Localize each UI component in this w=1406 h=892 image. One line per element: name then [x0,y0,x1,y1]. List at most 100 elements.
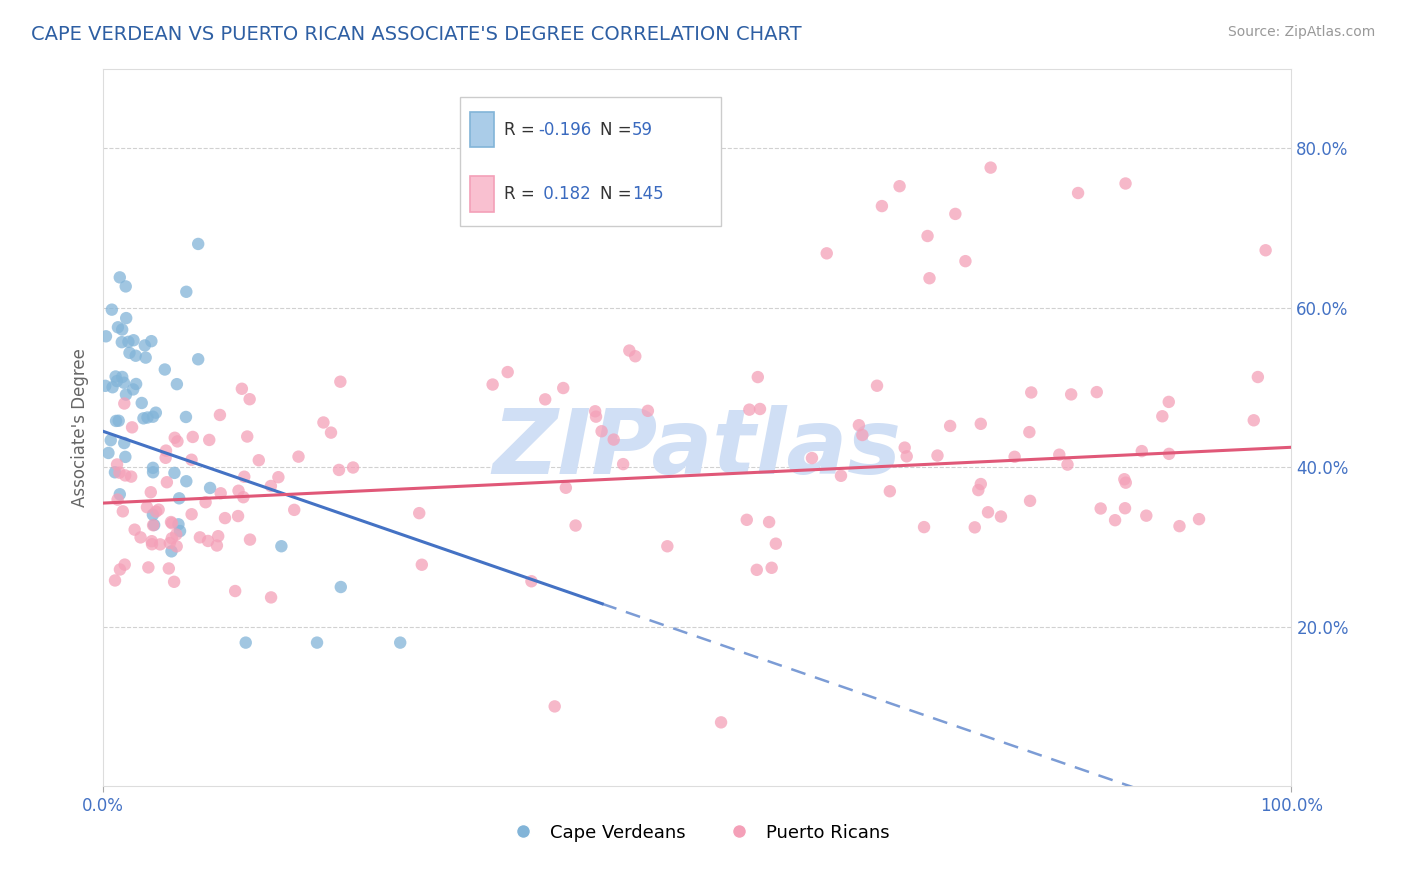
Point [800,451,823,466]
Point [583,404,606,418]
Point [214,511,236,525]
Point [108,466,131,480]
Point [1243,413,1265,427]
Point [1018,425,1040,439]
Point [710,715,733,730]
Point [101,302,124,317]
Point [114,450,136,464]
Point [1135,508,1157,523]
Point [1157,395,1180,409]
Point [131,396,153,410]
Point [893,441,915,455]
Point [389,635,412,649]
Point [761,561,783,575]
Point [870,199,893,213]
Text: -0.196: -0.196 [538,120,591,138]
Point [139,485,162,500]
Point [167,517,190,532]
Point [165,527,187,541]
Point [520,574,543,589]
Point [232,490,254,504]
Point [1168,519,1191,533]
Point [138,560,160,574]
Point [233,469,256,483]
Point [134,338,156,352]
Point [141,534,163,549]
Point [747,370,769,384]
Point [247,453,270,467]
Point [100,434,122,448]
Point [122,383,145,397]
Point [105,374,128,388]
Point [124,349,146,363]
Point [745,563,768,577]
Point [198,481,221,495]
Point [136,500,159,515]
Point [145,406,167,420]
Point [1152,409,1174,424]
Point [155,443,177,458]
Point [166,377,188,392]
Point [205,539,228,553]
Point [970,417,993,431]
Point [735,513,758,527]
Y-axis label: Associate's Degree: Associate's Degree [72,348,89,507]
Point [159,536,181,550]
Legend: Cape Verdeans, Puerto Ricans: Cape Verdeans, Puerto Ricans [498,816,897,849]
Point [239,392,262,407]
Point [624,349,647,363]
Point [260,591,283,605]
Point [585,409,607,424]
Point [912,520,935,534]
Point [319,425,342,440]
Point [602,433,624,447]
Point [411,558,433,572]
Point [112,396,135,410]
Point [160,516,183,531]
Point [970,477,993,491]
Point [94,329,117,343]
Point [198,433,221,447]
Point [1004,450,1026,464]
Point [1114,472,1136,486]
Point [194,495,217,509]
Point [97,446,120,460]
Point [287,450,309,464]
Point [939,419,962,434]
Point [111,335,134,350]
Point [1085,385,1108,400]
Point [197,533,219,548]
Point [408,506,430,520]
Point [105,414,128,428]
Point [851,428,873,442]
Point [176,474,198,488]
Point [121,420,143,434]
Point [980,161,1002,175]
Point [122,333,145,347]
Point [1115,177,1137,191]
Point [143,518,166,533]
Point [1104,513,1126,527]
Point [153,362,176,376]
Point [943,207,966,221]
Point [115,311,138,326]
Point [879,484,901,499]
Point [342,460,364,475]
Point [104,574,127,588]
Text: 59: 59 [633,120,652,138]
Point [1056,458,1078,472]
Point [305,635,328,649]
Point [226,509,249,524]
Point [167,491,190,506]
Point [848,418,870,433]
Point [108,270,131,285]
Point [224,584,246,599]
Point [270,539,292,553]
Point [142,518,165,533]
Point [166,434,188,449]
Point [107,320,129,334]
Point [111,504,134,518]
Point [163,466,186,480]
Point [963,520,986,534]
Point [107,414,129,428]
